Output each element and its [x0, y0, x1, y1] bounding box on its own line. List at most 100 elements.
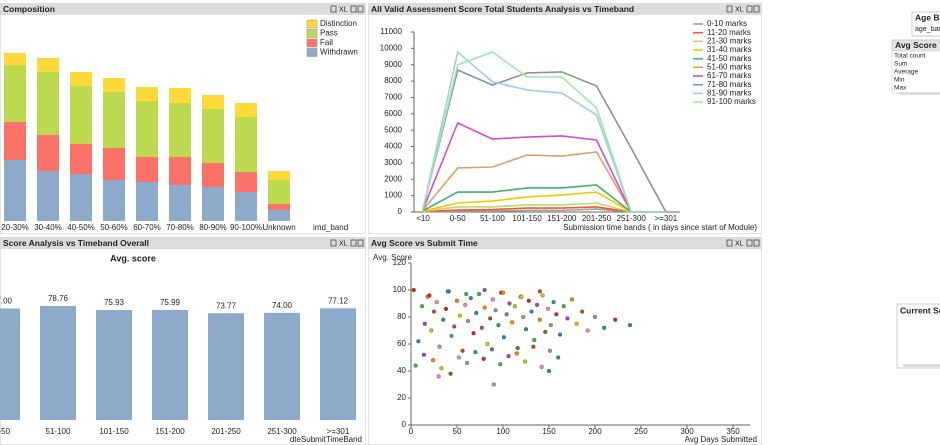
x-tick-label: <10	[416, 214, 430, 223]
bar-segment	[235, 192, 257, 221]
scatter-point	[457, 313, 462, 318]
legend-label: 91-100 marks	[707, 97, 756, 106]
bar-segment	[268, 204, 290, 210]
export-button[interactable]: XL	[339, 6, 348, 13]
scatter-point	[554, 312, 559, 317]
export-button[interactable]: XL	[339, 240, 348, 247]
scatter-point	[488, 316, 493, 321]
scatter-point	[431, 358, 436, 363]
scatter-point	[537, 289, 542, 294]
value-label: 75.93	[104, 298, 125, 307]
x-tick-label: 0-50	[0, 427, 11, 436]
bar-segment	[202, 109, 224, 163]
scatter-point	[521, 314, 526, 320]
scatter-point	[565, 316, 570, 321]
scatter-point	[537, 317, 542, 322]
y-tick-label: 2000	[384, 174, 402, 183]
x-tick-label: 251-300	[267, 427, 297, 436]
x-tick-label: 200	[588, 427, 602, 436]
legend-label: Pass	[320, 29, 338, 38]
panel-title: Avg Score vs Submit Time	[371, 238, 478, 248]
bar-segment	[37, 58, 59, 72]
scatter-point	[512, 304, 518, 309]
scatter-point	[464, 291, 469, 297]
bar-segment	[103, 78, 125, 92]
scatter-point	[504, 312, 509, 317]
bar-segment	[169, 157, 191, 185]
x-tick-label: 30-40%	[34, 223, 62, 232]
icon	[726, 239, 733, 247]
legend-label: 0-10 marks	[707, 19, 747, 28]
x-tick-label: 70-80%	[166, 223, 194, 232]
stat-label: Average	[894, 69, 918, 76]
scatter-point	[468, 296, 473, 301]
y-tick-label: 60	[397, 339, 406, 348]
stat-label: Max	[894, 85, 907, 92]
bar-segment	[268, 171, 290, 180]
scatter-point	[443, 306, 449, 311]
bar-segment	[136, 101, 158, 157]
scatter-point	[500, 290, 506, 295]
x-tick-label: 250	[634, 427, 648, 436]
age-band-box[interactable]	[911, 11, 940, 37]
scatter-point	[491, 382, 496, 387]
x-tick-label: 251-300	[617, 214, 647, 223]
x-tick-label: 51-100	[480, 214, 505, 223]
bar-segment	[169, 103, 191, 157]
line-series	[422, 202, 666, 213]
line-series	[422, 121, 666, 213]
x-tick-label: 50	[453, 427, 462, 436]
y-tick-label: 11000	[380, 27, 402, 36]
scatter-point	[421, 352, 426, 357]
y-tick-label: 3000	[384, 158, 402, 167]
scatter-point	[574, 321, 579, 326]
scatter-point	[485, 341, 490, 347]
x-tick-label: Unknown	[262, 223, 295, 232]
export-button[interactable]: XL	[735, 6, 744, 13]
panel-title: Score Analysis vs Timeband Overall	[3, 238, 149, 248]
scatter-point	[448, 371, 453, 376]
bar-segment	[169, 185, 191, 221]
line-series	[422, 191, 666, 213]
x-axis-title: imd_band	[313, 223, 348, 232]
stat-label: Total count	[894, 53, 926, 60]
scatter-point	[493, 308, 498, 313]
scatter-point	[526, 298, 531, 303]
scatter-point	[496, 323, 501, 328]
age-band-field: age_band	[915, 26, 940, 33]
scatter-point	[551, 300, 556, 305]
scatter-point	[416, 339, 421, 344]
scatter-point	[449, 333, 454, 338]
age-band-title: Age Ba	[915, 12, 940, 22]
y-tick-label: 4000	[384, 142, 402, 151]
scatter-point	[463, 302, 468, 307]
bar	[152, 309, 188, 420]
legend-label: Withdrawn	[320, 48, 358, 57]
scatter-point	[592, 314, 598, 320]
scatter-point	[460, 348, 465, 353]
legend-swatch	[306, 19, 318, 29]
scatter-point	[431, 309, 437, 314]
legend-label: 51-60 marks	[707, 62, 751, 71]
bar-segment	[103, 180, 125, 221]
scatter-point	[419, 304, 425, 309]
scatter-point	[465, 318, 471, 324]
legend-label: 81-90 marks	[707, 88, 751, 97]
bar-segment	[202, 187, 224, 221]
bar-segment	[37, 135, 59, 171]
panel-header	[0, 237, 366, 249]
scatter-point	[585, 328, 590, 333]
scatter-point	[413, 363, 418, 368]
y-tick-label: 20	[397, 393, 406, 402]
bar-segment	[235, 172, 257, 192]
bar	[0, 308, 20, 420]
scatter-point	[465, 360, 470, 365]
scatter-point	[501, 335, 506, 340]
panel: Composition XL 20-30% 30-40% 40-50% 50-60% 60-…	[0, 3, 366, 234]
x-tick-label: 20-30%	[1, 223, 29, 232]
scatter-point	[519, 294, 524, 299]
scatter-point	[547, 348, 552, 353]
export-button[interactable]: XL	[735, 240, 744, 247]
x-tick-label: 0-50	[450, 214, 467, 223]
maximize-button	[357, 239, 364, 247]
